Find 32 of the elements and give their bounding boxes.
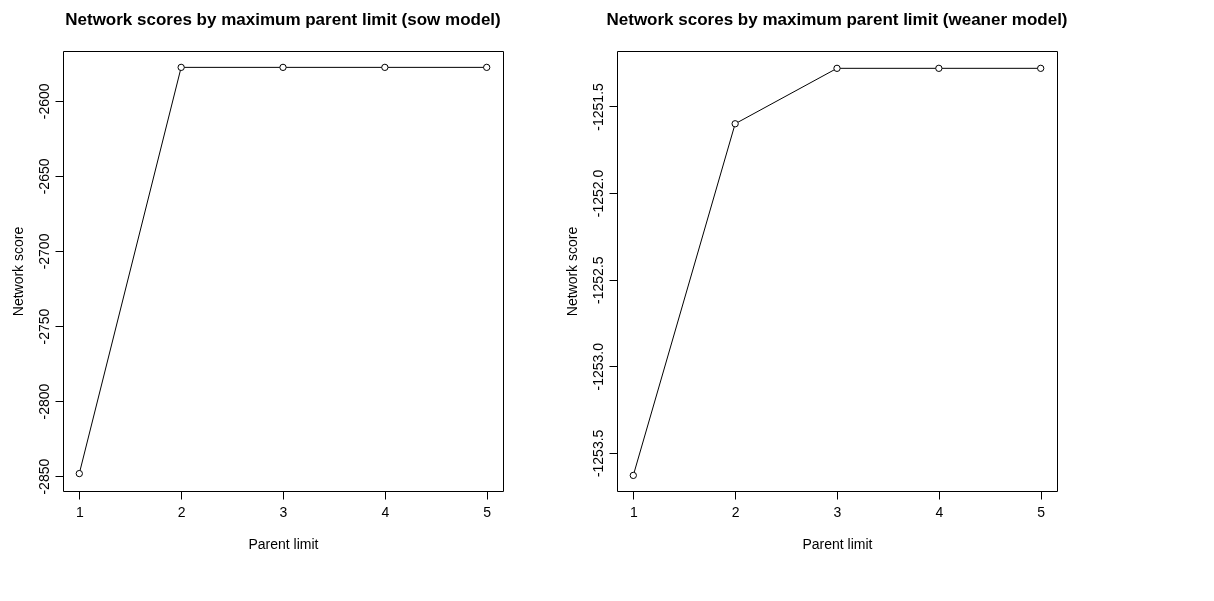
point	[731, 120, 739, 128]
x-tick-label: 3	[833, 503, 842, 520]
x-tick-label: 1	[629, 503, 638, 520]
y-tick-label: -1251.5	[589, 82, 606, 131]
x-tick-label: 2	[731, 503, 740, 520]
x-tick-label: 4	[381, 503, 390, 520]
y-axis-title: Network score	[563, 226, 580, 317]
chart-title: Network scores by maximum parent limit (sow model)	[65, 10, 501, 29]
point	[629, 471, 637, 480]
point	[833, 64, 841, 72]
y-tick-label: -1252.0	[589, 169, 606, 218]
y-tick-label: -2800	[35, 383, 52, 420]
y-tick-label: -2850	[35, 458, 52, 495]
chart-title: Network scores by maximum parent limit (weaner model)	[606, 10, 1068, 29]
y-tick-label: -1253.0	[589, 342, 606, 391]
x-tick-label: 5	[483, 503, 492, 520]
y-axis-title: Network score	[9, 226, 26, 317]
point	[935, 64, 943, 72]
point	[1037, 64, 1045, 72]
y-tick-label: -2750	[35, 308, 52, 345]
x-tick-label: 2	[177, 503, 186, 520]
y-tick-label: -2600	[35, 83, 52, 120]
y-tick-label: -1253.5	[589, 429, 606, 478]
y-tick-label: -2700	[35, 233, 52, 270]
x-tick-label: 1	[75, 503, 84, 520]
x-tick-label: 3	[279, 503, 288, 520]
x-axis-title: Parent limit	[248, 535, 319, 552]
x-axis-title: Parent limit	[802, 535, 873, 552]
y-tick-label: -1252.5	[589, 256, 606, 304]
y-tick-label: -2650	[35, 158, 52, 195]
x-tick-label: 4	[935, 503, 944, 520]
x-tick-label: 5	[1037, 503, 1046, 520]
